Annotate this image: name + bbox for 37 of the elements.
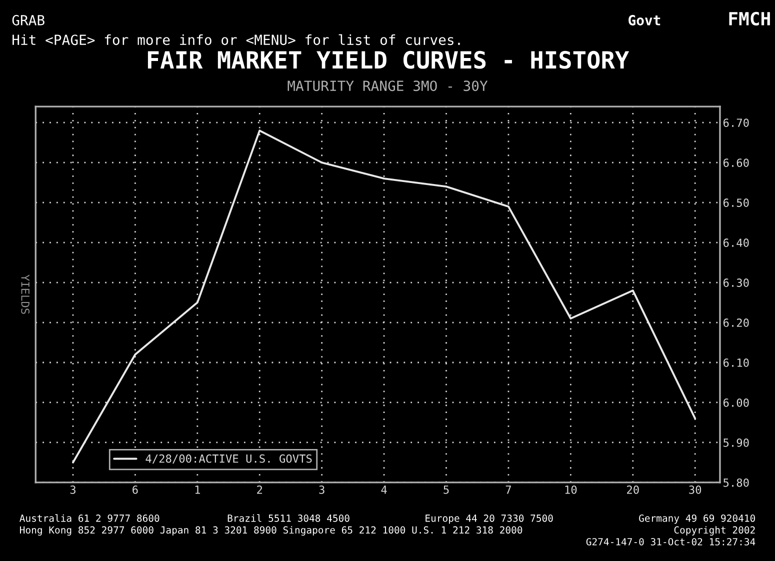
text: Germany 49 69 920410 xyxy=(639,514,755,524)
text: Hong Kong 852 2977 6000 Japan 81 3 3201 8900 Singapore 65 212 1000 U.S. 1 212 318 2000 xyxy=(20,526,522,536)
x-tick-label: 30 xyxy=(689,485,702,494)
x-tick-label: 6 xyxy=(132,485,138,494)
y-tick-label: 6.30 xyxy=(723,278,749,287)
y-tick-label: 6.50 xyxy=(723,198,749,207)
text: Hit <PAGE> for more info or <MENU> for list of curves. xyxy=(12,34,460,46)
text: G274-147-0 31-Oct-02 15:27:34 xyxy=(586,538,756,546)
legend-label: 4/28/00:ACTIVE U.S. GOVTS xyxy=(146,454,312,464)
x-tick-label: 10 xyxy=(565,485,577,494)
x-tick-label: 3 xyxy=(319,485,324,494)
y-tick-label: 6.00 xyxy=(723,398,749,407)
x-tick-label: 2 xyxy=(257,485,262,494)
y-tick-label: 6.20 xyxy=(723,318,749,327)
y-tick-label: 6.60 xyxy=(723,158,749,167)
y-tick-label: 5.90 xyxy=(724,438,749,447)
y-tick-label: 6.10 xyxy=(723,358,749,367)
x-tick-label: 7 xyxy=(506,486,511,494)
x-tick-label: 20 xyxy=(627,485,639,494)
y-tick-label: 6.40 xyxy=(723,238,749,247)
x-tick-label: 1 xyxy=(195,486,200,494)
text: GRAB xyxy=(12,14,44,26)
text: Europe 44 20 7330 7500 xyxy=(426,514,553,524)
line-series xyxy=(72,130,696,464)
x-tick-label: 4 xyxy=(381,486,387,494)
x-tick-label: 3 xyxy=(70,485,76,494)
text: Brazil 5511 3048 4500 xyxy=(228,514,350,522)
text: Australia 61 2 9777 8600 xyxy=(20,514,160,522)
text: FMCH xyxy=(729,12,770,26)
x-tick-label: 5 xyxy=(444,486,449,494)
y-tick-label: 6.70 xyxy=(723,118,749,127)
chart-subtitle: MATURITY RANGE 3MO - 30Y xyxy=(288,80,488,92)
text: Copyright 2002 xyxy=(674,526,755,536)
y-axis-title: YIELDS xyxy=(21,274,30,314)
y-tick-label: 5.80 xyxy=(724,478,749,487)
text: Govt xyxy=(628,14,660,26)
chart-title: FAIR MARKET YIELD CURVES - HISTORY xyxy=(148,50,630,69)
